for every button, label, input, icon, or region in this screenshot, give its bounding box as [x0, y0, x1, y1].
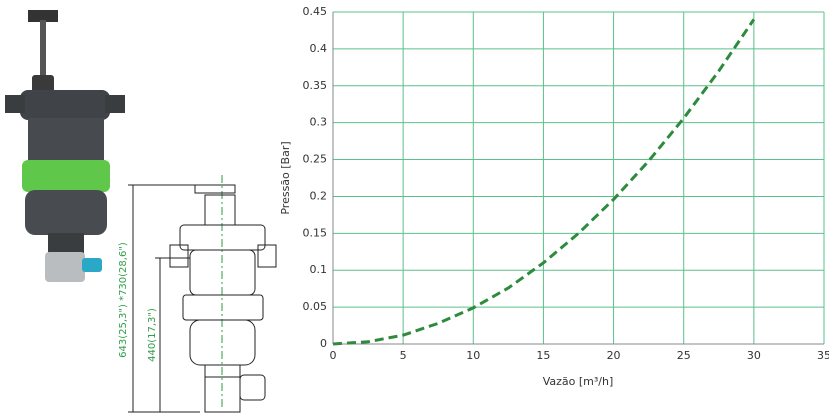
- x-axis-label: Vazão [m³/h]: [543, 375, 614, 388]
- y-tick-label: 0.1: [310, 263, 328, 276]
- product-photo: [5, 10, 125, 282]
- y-tick-label: 0.25: [303, 153, 328, 166]
- y-tick-label: 0.3: [310, 116, 328, 129]
- x-tick-label: 15: [536, 349, 550, 362]
- x-tick-label: 30: [747, 349, 761, 362]
- x-tick-label: 35: [817, 349, 829, 362]
- dimension-label: 440(17,3"): [147, 308, 158, 362]
- dimension-label: 643(25,3") *730(28,6"): [118, 242, 129, 358]
- page: 643(25,3") *730(28,6") 440(17,3") Vazão …: [0, 0, 829, 420]
- y-tick-label: 0.35: [303, 79, 328, 92]
- y-tick-label: 0.2: [310, 189, 328, 202]
- y-tick-label: 0.15: [303, 226, 328, 239]
- x-tick-label: 25: [677, 349, 691, 362]
- y-axis-label: Pressão [Bar]: [279, 141, 292, 214]
- technical-drawing: [128, 175, 276, 412]
- x-tick-label: 20: [607, 349, 621, 362]
- y-tick-label: 0.05: [303, 300, 328, 313]
- x-tick-label: 0: [330, 349, 337, 362]
- y-tick-label: 0.45: [303, 5, 328, 18]
- x-tick-label: 10: [466, 349, 480, 362]
- y-tick-label: 0: [320, 337, 327, 350]
- y-tick-label: 0.4: [310, 42, 328, 55]
- x-tick-label: 5: [400, 349, 407, 362]
